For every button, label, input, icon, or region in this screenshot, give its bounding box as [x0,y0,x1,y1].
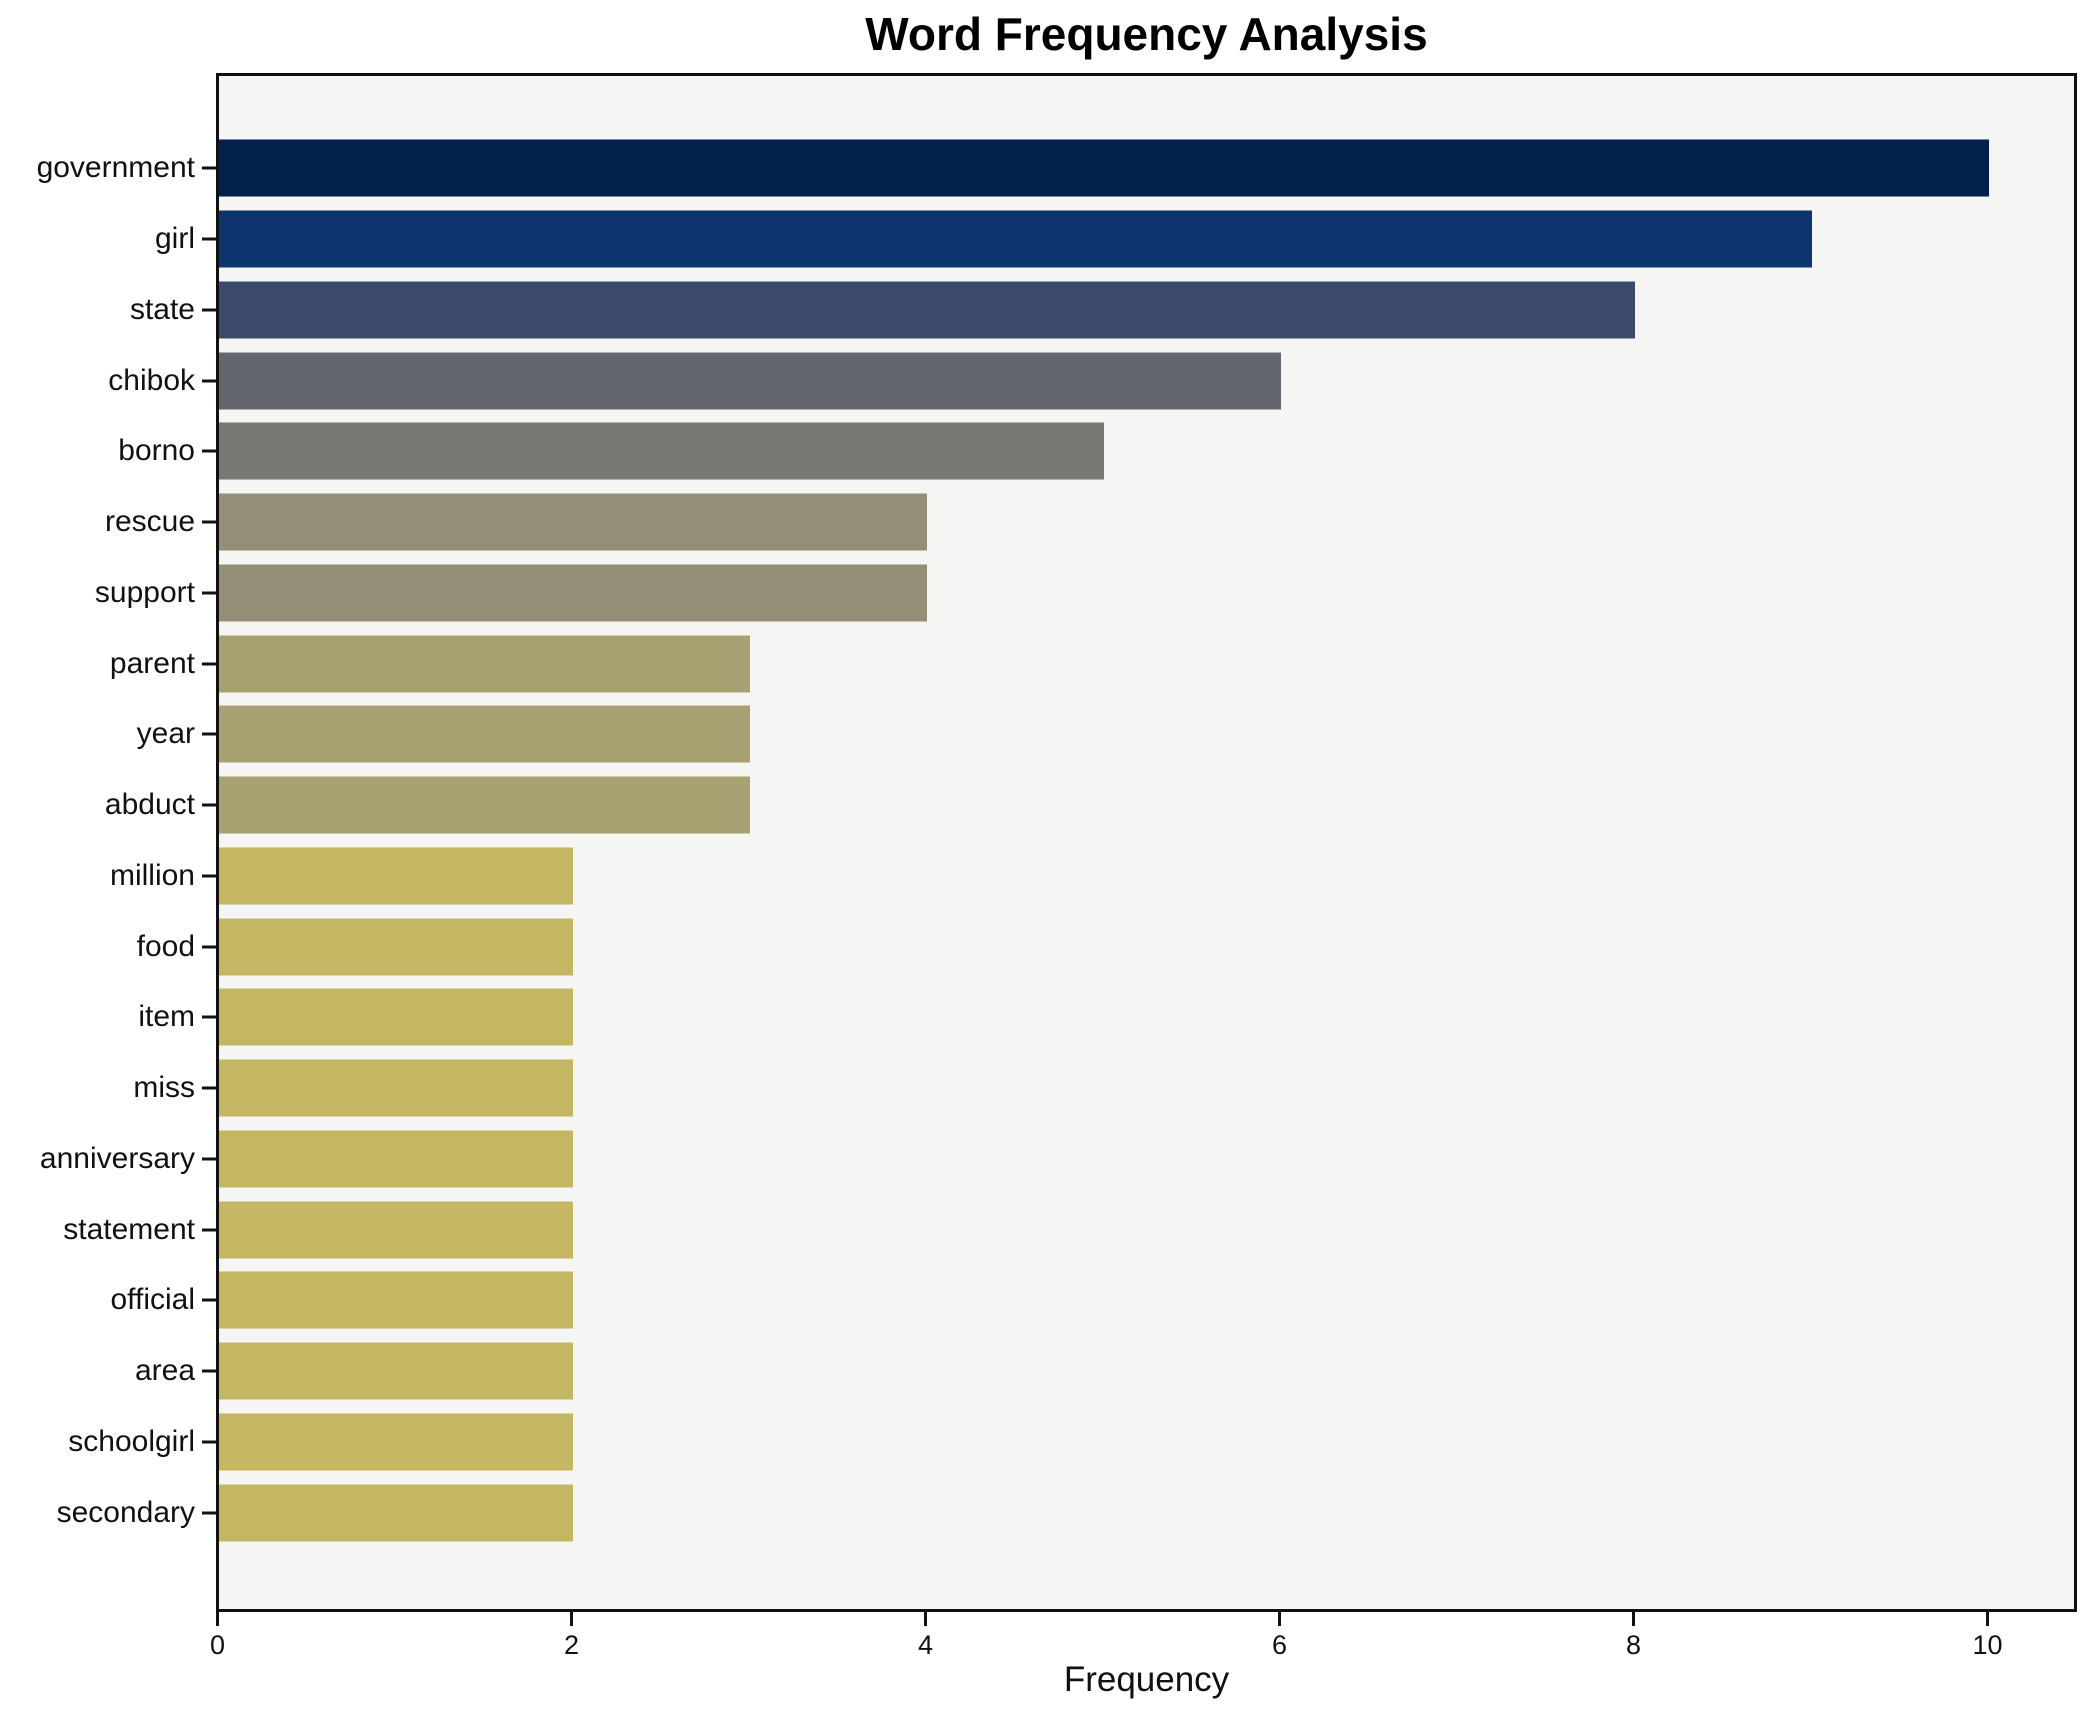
bar [219,776,750,834]
bar-row: abduct [105,770,2074,841]
y-axis-label: million [109,858,195,892]
x-tick-label: 2 [563,1630,580,1660]
bar-row: schoolgirl [68,1407,2074,1478]
bar [219,210,1812,268]
chart-title: Word Frequency Analysis [865,8,1428,60]
y-tick-mark [202,520,216,524]
y-tick-mark [202,803,216,807]
x-tick-mark [1986,1612,1989,1626]
bar-row: item [138,982,2074,1053]
y-axis-label: official [110,1283,196,1317]
y-axis-label: schoolgirl [68,1424,195,1458]
y-tick-mark [202,945,216,949]
y-tick-mark [202,166,216,170]
bar [219,139,1989,197]
bar [219,918,573,976]
x-tick-mark [216,1612,219,1626]
y-tick-mark [202,874,216,878]
y-axis-label: support [94,575,195,609]
y-tick-mark [202,1511,216,1515]
x-tick-label: 6 [1271,1630,1288,1660]
bar-row: area [135,1336,2074,1407]
bar-row: food [137,911,2074,982]
y-tick-mark [202,449,216,453]
y-tick-mark [202,379,216,383]
bar [219,1059,573,1117]
bar-row: borno [118,416,2074,487]
y-axis-label: rescue [104,505,195,539]
x-tick-mark [570,1612,573,1626]
bar-row: official [111,1265,2074,1336]
bar [219,1130,573,1188]
bar-row: year [137,699,2074,770]
y-axis-label: girl [154,222,195,256]
x-tick-mark [1278,1612,1281,1626]
y-tick-mark [202,591,216,595]
y-tick-mark [202,308,216,312]
bar [219,281,1635,339]
bar-row: million [110,841,2074,912]
x-tick-label: 10 [1972,1630,2003,1660]
y-axis-label: anniversary [39,1141,195,1175]
x-tick-label: 0 [209,1630,226,1660]
y-axis-label: state [129,292,195,326]
x-axis-title: Frequency [1063,1660,1230,1699]
y-axis-label: miss [133,1071,195,1105]
bar-row: rescue [105,487,2074,558]
bar-row: girl [155,204,2074,275]
y-axis-label: item [138,1000,195,1034]
x-tick-mark [924,1612,927,1626]
bar [219,705,750,763]
y-tick-mark [202,732,216,736]
bar-row: miss [133,1053,2074,1124]
y-tick-mark [202,662,216,666]
bars-container: government girl state chibok borno rescue supp… [37,76,2074,1609]
x-axis: 0 2 4 6 8 10 [210,1612,2077,1712]
y-axis-label: abduct [104,788,195,822]
y-axis-label: government [36,151,195,185]
bar-row: chibok [108,345,2074,416]
y-tick-mark [202,1228,216,1232]
bar [219,1342,573,1400]
bar [219,635,750,693]
bar-row: anniversary [40,1124,2074,1195]
y-axis-label: parent [109,646,195,680]
x-tick-mark [1632,1612,1635,1626]
bar-row: parent [110,628,2074,699]
bar-row: state [130,275,2074,346]
y-axis-label: food [136,929,195,963]
y-tick-mark [202,1440,216,1444]
x-tick-label: 4 [917,1630,934,1660]
y-axis-label: statement [63,1212,195,1246]
bar [219,1201,573,1259]
y-axis-label: area [134,1354,195,1388]
bar [219,988,573,1046]
y-tick-mark [202,237,216,241]
y-axis-label: borno [118,434,195,468]
bar [219,1484,573,1542]
y-axis-label: chibok [108,363,195,397]
bar [219,564,927,622]
bar [219,847,573,905]
y-axis-label: year [136,717,195,751]
x-tick-label: 8 [1625,1630,1642,1660]
y-tick-mark [202,1298,216,1302]
bar [219,493,927,551]
y-axis-label: secondary [56,1495,195,1529]
bar [219,1413,573,1471]
bar [219,1271,573,1329]
bar-row: government [37,133,2074,204]
bar-row: support [95,558,2074,629]
bar [219,352,1281,410]
y-tick-mark [202,1369,216,1373]
bar-row: secondary [57,1477,2074,1548]
y-tick-mark [202,1157,216,1161]
y-tick-mark [202,1086,216,1090]
bar-row: statement [63,1194,2074,1265]
plot-area: government girl state chibok borno rescue supp… [37,73,2077,1612]
y-tick-mark [202,1015,216,1019]
bar [219,422,1104,480]
